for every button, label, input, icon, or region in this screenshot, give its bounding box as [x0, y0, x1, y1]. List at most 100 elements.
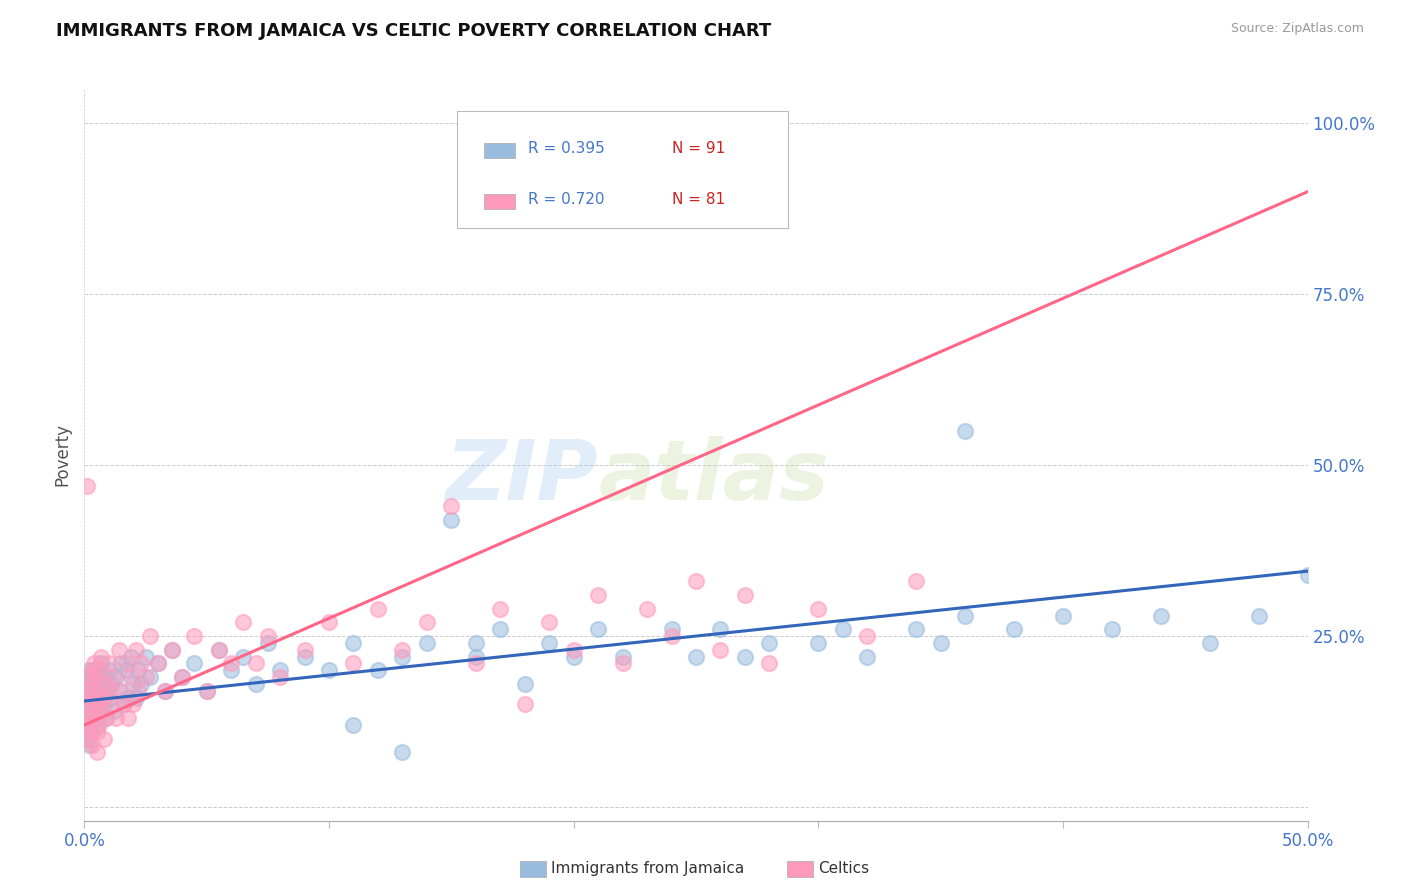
Point [856, 629, 879, 643]
Point [100, 698, 122, 712]
Text: Source: ZipAtlas.com: Source: ZipAtlas.com [1230, 22, 1364, 36]
Point [76, 478, 98, 492]
Point [758, 636, 780, 650]
Point [96, 711, 118, 725]
Point [685, 574, 707, 589]
Point [96, 677, 118, 691]
Point [905, 574, 928, 589]
Point [112, 698, 135, 712]
Point [513, 677, 536, 691]
Point [107, 683, 129, 698]
Point [86, 670, 108, 684]
Point [232, 615, 254, 630]
Text: N = 91: N = 91 [672, 141, 724, 156]
Point [538, 636, 561, 650]
Point [269, 663, 291, 677]
Point [129, 657, 152, 671]
Point [685, 649, 707, 664]
Point [112, 698, 135, 712]
Point [86, 718, 108, 732]
Point [93, 690, 115, 705]
Point [122, 698, 145, 712]
Point [77, 670, 100, 684]
Point [86, 698, 108, 712]
Point [77, 724, 100, 739]
Point [440, 499, 463, 513]
Point [117, 690, 139, 705]
Point [1002, 622, 1025, 636]
Point [87, 663, 110, 677]
Point [76, 731, 98, 746]
Point [831, 622, 853, 636]
Point [80, 677, 103, 691]
FancyBboxPatch shape [484, 194, 515, 210]
Point [758, 657, 780, 671]
Point [636, 601, 658, 615]
Point [90, 657, 112, 671]
Point [76, 731, 98, 746]
FancyBboxPatch shape [484, 143, 515, 158]
Point [135, 649, 157, 664]
Point [464, 649, 486, 664]
Point [97, 657, 120, 671]
Point [257, 629, 280, 643]
Point [709, 622, 731, 636]
Point [562, 649, 585, 664]
Point [125, 642, 148, 657]
Point [83, 698, 105, 712]
Point [93, 670, 115, 684]
Point [172, 670, 194, 684]
Point [103, 704, 125, 718]
Point [661, 622, 683, 636]
Point [342, 636, 364, 650]
Point [146, 657, 169, 671]
Point [294, 642, 316, 657]
Point [734, 649, 756, 664]
Point [86, 745, 108, 759]
Point [195, 683, 218, 698]
Point [90, 704, 112, 718]
Point [367, 601, 389, 615]
Point [77, 690, 100, 705]
Point [391, 649, 413, 664]
Point [172, 670, 194, 684]
Point [97, 683, 120, 698]
Point [80, 739, 103, 753]
Point [513, 698, 536, 712]
Point [103, 670, 125, 684]
Point [294, 649, 316, 664]
Point [146, 657, 169, 671]
Point [1150, 608, 1173, 623]
Point [1198, 636, 1220, 650]
Point [245, 677, 267, 691]
Point [87, 670, 110, 684]
Point [80, 663, 103, 677]
Point [80, 704, 103, 718]
FancyBboxPatch shape [457, 112, 787, 228]
Point [87, 718, 110, 732]
Point [612, 649, 634, 664]
Point [76, 718, 98, 732]
Text: atlas: atlas [598, 436, 828, 517]
Point [342, 718, 364, 732]
Point [135, 670, 157, 684]
Point [77, 711, 100, 725]
Point [139, 670, 162, 684]
Point [115, 657, 138, 671]
Point [83, 663, 105, 677]
Point [489, 622, 512, 636]
Point [117, 711, 139, 725]
Point [1247, 608, 1270, 623]
Point [120, 649, 142, 664]
Point [195, 683, 218, 698]
Point [86, 690, 108, 705]
Point [440, 513, 463, 527]
Point [269, 670, 291, 684]
Point [97, 663, 120, 677]
Point [162, 642, 184, 657]
Point [464, 657, 486, 671]
Text: IMMIGRANTS FROM JAMAICA VS CELTIC POVERTY CORRELATION CHART: IMMIGRANTS FROM JAMAICA VS CELTIC POVERT… [56, 22, 772, 40]
Point [76, 698, 98, 712]
Point [586, 588, 609, 602]
Point [489, 601, 512, 615]
